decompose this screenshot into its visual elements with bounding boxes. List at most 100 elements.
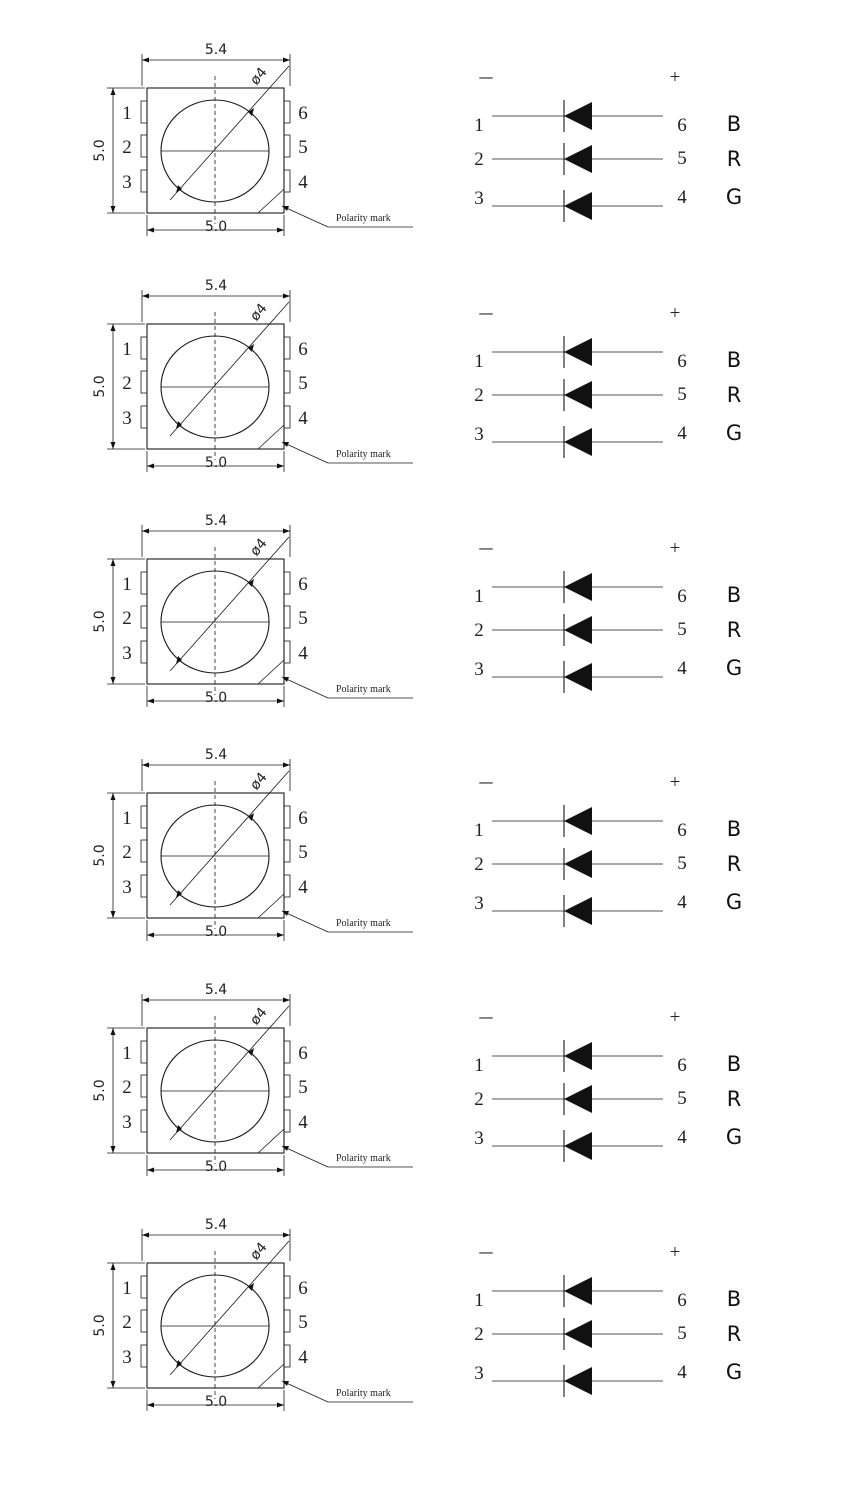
polarity-chamfer	[257, 1128, 285, 1154]
diode-triangle	[564, 428, 592, 456]
package-body	[146, 87, 285, 214]
diode-triangle	[564, 1085, 592, 1113]
right-pad	[283, 100, 291, 124]
left-pad	[140, 805, 148, 829]
right-pin-number: 5	[298, 373, 308, 394]
channel-b: 1 6 B	[474, 571, 741, 607]
polarity-arrow	[282, 1146, 289, 1151]
width-dimension-label: 5.4	[205, 513, 227, 529]
right-pad	[283, 839, 291, 863]
left-channel-pin: 1	[474, 1290, 484, 1311]
channel-color-label: R	[727, 852, 742, 876]
diameter-arrow	[248, 108, 254, 116]
right-pin-number: 4	[298, 643, 308, 664]
diode-triangle	[564, 1320, 592, 1348]
diameter-arrow	[248, 344, 254, 352]
channel-g: 3 4 G	[474, 1125, 742, 1162]
dimension-arrow	[110, 1028, 116, 1035]
right-pad	[283, 605, 291, 629]
dimension-arrow	[110, 559, 116, 566]
right-pad	[283, 1275, 291, 1299]
polarity-leader	[281, 1380, 329, 1403]
right-pad	[283, 370, 291, 394]
right-pad	[283, 805, 291, 829]
left-pin-number: 3	[122, 172, 132, 193]
package-body	[146, 1027, 285, 1154]
channel-color-label: G	[726, 185, 742, 209]
polarity-chamfer	[257, 659, 285, 685]
dimension-arrow	[110, 88, 116, 95]
dimension-arrow	[142, 57, 149, 63]
left-pin-number: 2	[122, 137, 132, 158]
channel-color-label: R	[727, 1087, 742, 1111]
right-pin-number: 6	[298, 1278, 308, 1299]
bottom-dimension-label: 5.0	[205, 924, 227, 940]
dimension-arrow	[147, 1167, 154, 1173]
height-dimension-label: 5.0	[92, 1079, 108, 1101]
dimension-arrow	[142, 293, 149, 299]
led-unit-5: 5.4 5.0 1 6 2 5 3 4 ø4 5.0 Polarity mark — +1 6 B 2 5 R 3 4…	[92, 982, 742, 1176]
minus-terminal-label: —	[479, 539, 494, 557]
schematic-diagram: — +1 6 B 2 5 R 3 4 G	[474, 1007, 742, 1162]
left-channel-pin: 3	[474, 1363, 484, 1384]
right-pin-number: 6	[298, 339, 308, 360]
left-pad	[140, 169, 148, 193]
left-pin-number: 3	[122, 408, 132, 429]
left-pin-number: 1	[122, 808, 132, 829]
right-pad	[283, 1040, 291, 1064]
polarity-mark-label: Polarity mark	[336, 1153, 391, 1164]
package-drawing: 5.4 5.0 1 6 2 5 3 4 ø4 5.0 Polarity mark	[92, 747, 413, 941]
height-dimension-label: 5.0	[92, 844, 108, 866]
left-pin-number: 2	[122, 608, 132, 629]
right-pad	[283, 134, 291, 158]
diode-triangle	[564, 663, 592, 691]
polarity-leader	[281, 1145, 329, 1168]
left-pin-number: 1	[122, 103, 132, 124]
right-pad	[283, 1344, 291, 1368]
package-body	[146, 323, 285, 450]
diameter-arrow	[176, 421, 182, 429]
width-dimension-label: 5.4	[205, 278, 227, 294]
left-pad	[140, 571, 148, 595]
diameter-arrow	[176, 890, 182, 898]
channel-b: 1 6 B	[474, 336, 741, 372]
dimension-arrow	[277, 932, 284, 938]
polarity-arrow	[282, 911, 289, 916]
dimension-arrow	[283, 293, 290, 299]
diameter-label: ø4	[247, 536, 271, 560]
channel-b: 1 6 B	[474, 100, 741, 136]
diode-triangle	[564, 102, 592, 130]
dimension-arrow	[110, 442, 116, 449]
dimension-arrow	[147, 227, 154, 233]
polarity-chamfer	[257, 1363, 285, 1389]
left-pin-number: 1	[122, 574, 132, 595]
schematic-diagram: — +1 6 B 2 5 R 3 4 G	[474, 1242, 742, 1397]
left-pin-number: 1	[122, 1043, 132, 1064]
dimension-arrow	[142, 997, 149, 1003]
channel-color-label: B	[727, 1052, 741, 1076]
right-pad	[283, 1109, 291, 1133]
diameter-line	[169, 1005, 290, 1141]
dimension-arrow	[147, 463, 154, 469]
polarity-leader	[281, 205, 329, 228]
package-body	[146, 792, 285, 919]
channel-color-label: G	[726, 656, 742, 680]
diameter-label: ø4	[247, 65, 271, 89]
left-channel-pin: 2	[474, 854, 484, 875]
channel-color-label: B	[727, 817, 741, 841]
right-channel-pin: 6	[677, 115, 687, 136]
left-channel-pin: 2	[474, 1324, 484, 1345]
led-unit-1: 5.4 5.0 1 6 2 5 3 4 ø4 5.0 Polarity mark — +1 6 B 2 5 R 3 4…	[92, 42, 742, 236]
channel-color-label: B	[727, 1287, 741, 1311]
diode-triangle	[564, 192, 592, 220]
left-channel-pin: 3	[474, 188, 484, 209]
bottom-dimension-label: 5.0	[205, 1394, 227, 1410]
diode-triangle	[564, 573, 592, 601]
channel-color-label: R	[727, 1322, 742, 1346]
right-channel-pin: 4	[677, 187, 687, 208]
channel-g: 3 4 G	[474, 421, 742, 458]
right-channel-pin: 5	[677, 148, 687, 169]
dimension-arrow	[110, 1146, 116, 1153]
left-pin-number: 3	[122, 1112, 132, 1133]
